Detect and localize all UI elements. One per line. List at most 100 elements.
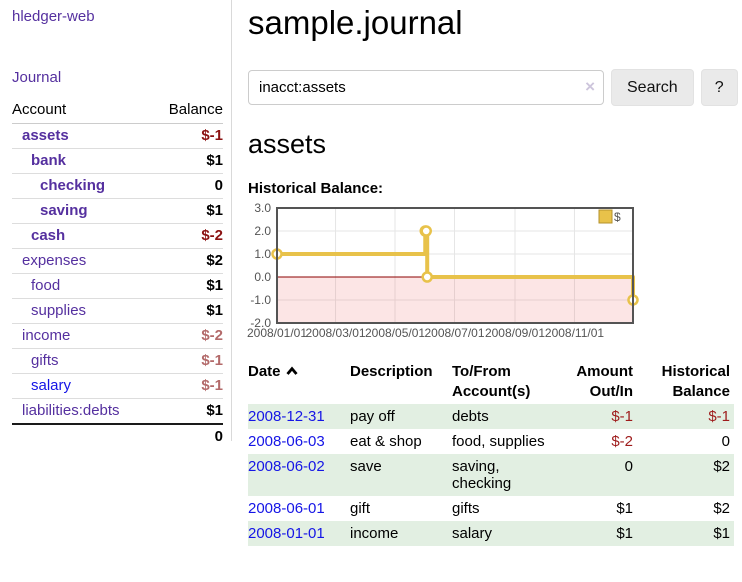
register-header-accounts: To/From Account(s) — [452, 363, 531, 400]
register-balance: $2 — [713, 500, 730, 517]
register-description: income — [346, 521, 448, 546]
register-amount: $-2 — [611, 433, 633, 450]
accounts-total-value: 0 — [152, 423, 223, 449]
register-date-link[interactable]: 2008-12-31 — [248, 408, 325, 425]
account-balance: 0 — [152, 173, 223, 199]
register-amount: 0 — [570, 454, 637, 496]
account-tree-row: checking 0 — [12, 173, 223, 199]
page-title: sample.journal — [248, 4, 463, 41]
accounts-table: Account Balance assets $-1 bank $1 checking 0… — [12, 99, 223, 449]
sidebar-account-link[interactable]: gifts — [31, 352, 59, 369]
sidebar-account-link[interactable]: income — [22, 327, 71, 344]
register-row: 2008-06-03 eat & shop food, supplies $-2 0 — [248, 429, 734, 454]
register-balance: $2 — [637, 454, 734, 496]
register-row: 2008-06-02 save saving, checking 0 $2 — [248, 454, 734, 496]
account-balance: $-1 — [152, 348, 223, 374]
accounts-header-account: Account — [12, 99, 153, 124]
account-tree-row: income $-2 — [12, 323, 223, 349]
account-tree-row: bank $1 — [12, 148, 223, 174]
y-axis-tick-label: -1.0 — [250, 293, 271, 307]
register-row: 2008-12-31 pay off debts $-1 $-1 — [248, 404, 734, 429]
account-tree-row: supplies $1 — [12, 298, 223, 324]
register-row: 2008-01-01 income salary $1 $1 — [248, 521, 734, 546]
register-date-link[interactable]: 2008-06-02 — [248, 458, 325, 475]
sidebar-account-link[interactable]: supplies — [31, 302, 87, 319]
account-tree-row: expenses $2 — [12, 248, 223, 274]
sidebar: hledger-web Journal Account Balance asse… — [0, 0, 232, 449]
data-point-marker — [420, 225, 432, 237]
register-header-row: Date Description To/From Account(s) Amou… — [248, 360, 734, 404]
search-input[interactable] — [248, 70, 604, 105]
clear-search-icon[interactable]: × — [585, 77, 595, 96]
account-balance: $1 — [152, 273, 223, 299]
sidebar-account-link[interactable]: cash — [31, 227, 66, 244]
account-balance: $-2 — [152, 323, 223, 349]
account-tree-row: assets $-1 — [12, 123, 223, 149]
register-header-date[interactable]: Date — [248, 360, 346, 404]
search-form: × Search ? — [248, 69, 740, 106]
legend-swatch — [598, 209, 613, 224]
sidebar-account-link[interactable]: bank — [31, 152, 67, 169]
accounts-total-row: 0 — [12, 423, 223, 449]
negative-region — [277, 277, 633, 323]
register-accounts: gifts — [452, 500, 480, 517]
account-tree-row: cash $-2 — [12, 223, 223, 249]
y-axis-tick-label: 0.0 — [254, 270, 271, 284]
register-accounts: salary — [448, 521, 570, 546]
sidebar-account-link[interactable]: assets — [22, 127, 69, 144]
register-date-link[interactable]: 2008-06-03 — [248, 433, 325, 450]
register-balance: $-1 — [637, 404, 734, 429]
register-balance: 0 — [721, 433, 730, 450]
register-date-link[interactable]: 2008-01-01 — [248, 525, 325, 542]
register-header-description: Description — [350, 363, 433, 380]
account-balance: $-2 — [152, 223, 223, 249]
register-amount: $-1 — [570, 404, 637, 429]
account-heading: assets — [248, 129, 327, 159]
x-axis-tick-label: 2008/05/01 — [365, 326, 425, 340]
register-row: 2008-06-01 gift gifts $1 $2 — [248, 496, 734, 521]
sidebar-account-link[interactable]: checking — [40, 177, 106, 194]
y-axis-tick-label: -2.0 — [250, 316, 271, 330]
search-button[interactable]: Search — [611, 69, 694, 106]
sidebar-account-link[interactable]: salary — [31, 377, 72, 394]
register-header-balance: Historical Balance — [661, 363, 730, 400]
main-content: sample.journal × Search ? assets Histori… — [232, 0, 742, 582]
sidebar-account-link[interactable]: liabilities:debts — [22, 402, 120, 419]
plot-border — [276, 207, 634, 324]
register-accounts: debts — [448, 404, 570, 429]
data-point-marker — [421, 271, 433, 283]
chevron-up-icon — [285, 362, 298, 382]
account-balance: $-1 — [152, 123, 223, 149]
register-date-link[interactable]: 2008-06-01 — [248, 500, 325, 517]
accounts-header-balance: Balance — [152, 99, 223, 124]
balance-chart[interactable]: $3.0 2.0 1.0 0.0 -1.0 -2.02008/01/012008/03/0… — [240, 200, 740, 348]
register-description: gift — [350, 500, 371, 517]
accounts-total-spacer — [12, 423, 153, 449]
x-axis-tick-label: 2008/07/01 — [424, 326, 484, 340]
register-description: save — [346, 454, 448, 496]
sidebar-account-link[interactable]: food — [31, 277, 61, 294]
register-description: pay off — [346, 404, 448, 429]
sidebar-account-link[interactable]: expenses — [22, 252, 87, 269]
sidebar-account-link[interactable]: saving — [40, 202, 88, 219]
sidebar-item-journal[interactable]: Journal — [12, 69, 62, 86]
register-accounts: food, supplies — [452, 433, 545, 450]
account-tree-row: liabilities:debts $1 — [12, 398, 223, 425]
account-tree-row: gifts $-1 — [12, 348, 223, 374]
account-balance: $2 — [152, 248, 223, 274]
brand-link[interactable]: hledger-web — [12, 8, 95, 25]
account-balance: $1 — [152, 148, 223, 174]
y-axis-tick-label: 2.0 — [254, 224, 271, 238]
register-balance: $1 — [637, 521, 734, 546]
register-header-amount: Amount Out/In — [576, 363, 633, 400]
x-axis-tick-label: 2008/09/01 — [485, 326, 545, 340]
account-tree-row: saving $1 — [12, 198, 223, 224]
account-tree-row: salary $-1 — [12, 373, 223, 399]
chart-title: Historical Balance: — [248, 180, 384, 197]
account-balance: $1 — [152, 198, 223, 224]
search-input-wrap: × — [248, 70, 604, 105]
help-button[interactable]: ? — [700, 69, 738, 106]
account-tree-row: food $1 — [12, 273, 223, 299]
x-axis-tick-label: 2008/11/01 — [545, 326, 604, 340]
register-amount: $1 — [616, 500, 633, 517]
